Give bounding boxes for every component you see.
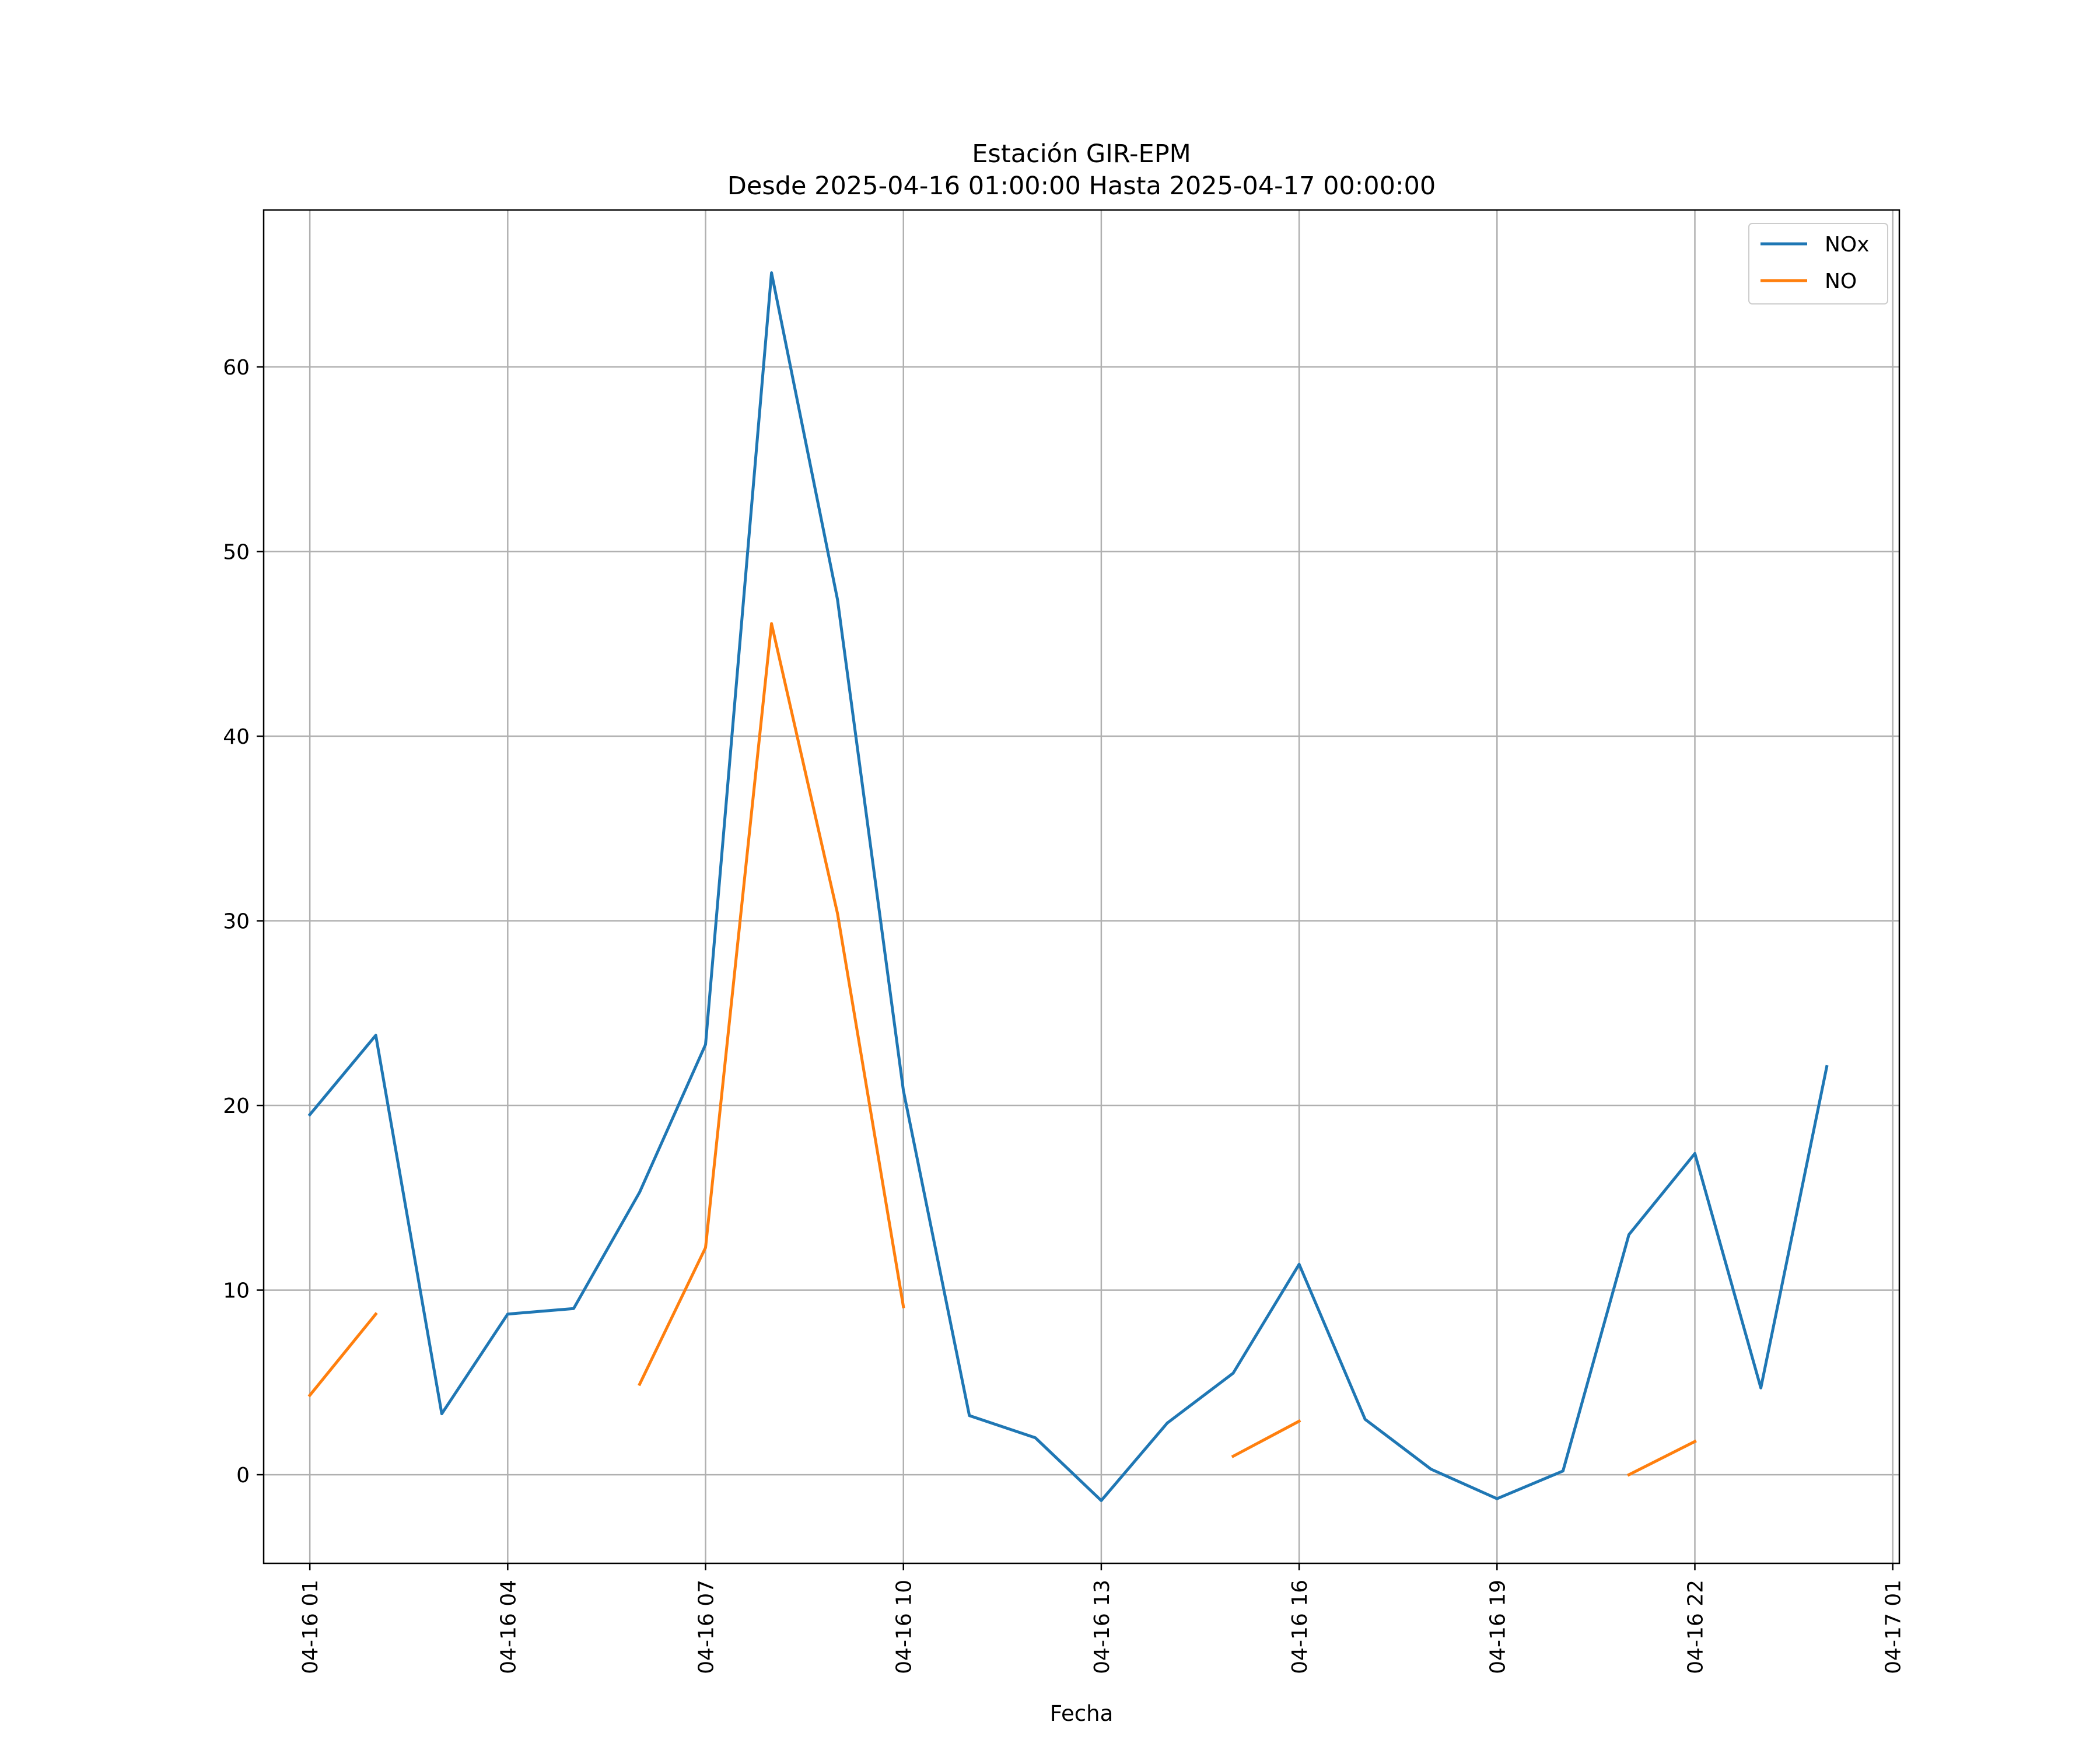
legend: NOx NO xyxy=(1748,223,1888,304)
x-tick-label: 04-16 10 xyxy=(892,1580,916,1674)
plot-lines xyxy=(307,271,1829,1502)
y-tick-label: 30 xyxy=(223,910,250,934)
legend-label-nox: NOx xyxy=(1825,233,1870,257)
y-tick-label: 50 xyxy=(223,541,250,565)
y-tick-label: 10 xyxy=(223,1279,250,1303)
axis-ticks: 04-16 01 04-16 04 04-16 07 04-16 10 04-16 13… xyxy=(223,356,1906,1674)
x-tick-label: 04-16 01 xyxy=(299,1580,323,1674)
x-tick-label: 04-17 01 xyxy=(1882,1580,1906,1674)
x-tick-label: 04-16 16 xyxy=(1288,1580,1312,1674)
series-line-no xyxy=(638,622,905,1387)
y-tick-label: 20 xyxy=(223,1094,250,1118)
x-axis-label: Fecha xyxy=(1050,1701,1114,1726)
legend-label-no: NO xyxy=(1825,270,1857,293)
x-tick-label: 04-16 22 xyxy=(1684,1580,1708,1674)
series-line-no xyxy=(1627,1439,1697,1477)
y-tick-label: 60 xyxy=(223,356,250,380)
x-tick-label: 04-16 19 xyxy=(1486,1580,1510,1674)
y-tick-label: 40 xyxy=(223,725,250,749)
chart-subtitle: Desde 2025-04-16 01:00:00 Hasta 2025-04-… xyxy=(727,172,1436,201)
x-tick-label: 04-16 04 xyxy=(496,1580,520,1674)
series-line-no xyxy=(307,1312,378,1398)
grid xyxy=(264,210,1899,1563)
x-tick-label: 04-16 13 xyxy=(1090,1580,1114,1674)
plot-frame xyxy=(262,209,1901,1564)
y-tick-label: 0 xyxy=(236,1464,250,1488)
chart-title: Estación GIR-EPM xyxy=(972,139,1191,169)
series-line-nox xyxy=(307,271,1829,1502)
x-tick-label: 04-16 07 xyxy=(695,1580,719,1674)
series-line-no xyxy=(1231,1419,1301,1458)
